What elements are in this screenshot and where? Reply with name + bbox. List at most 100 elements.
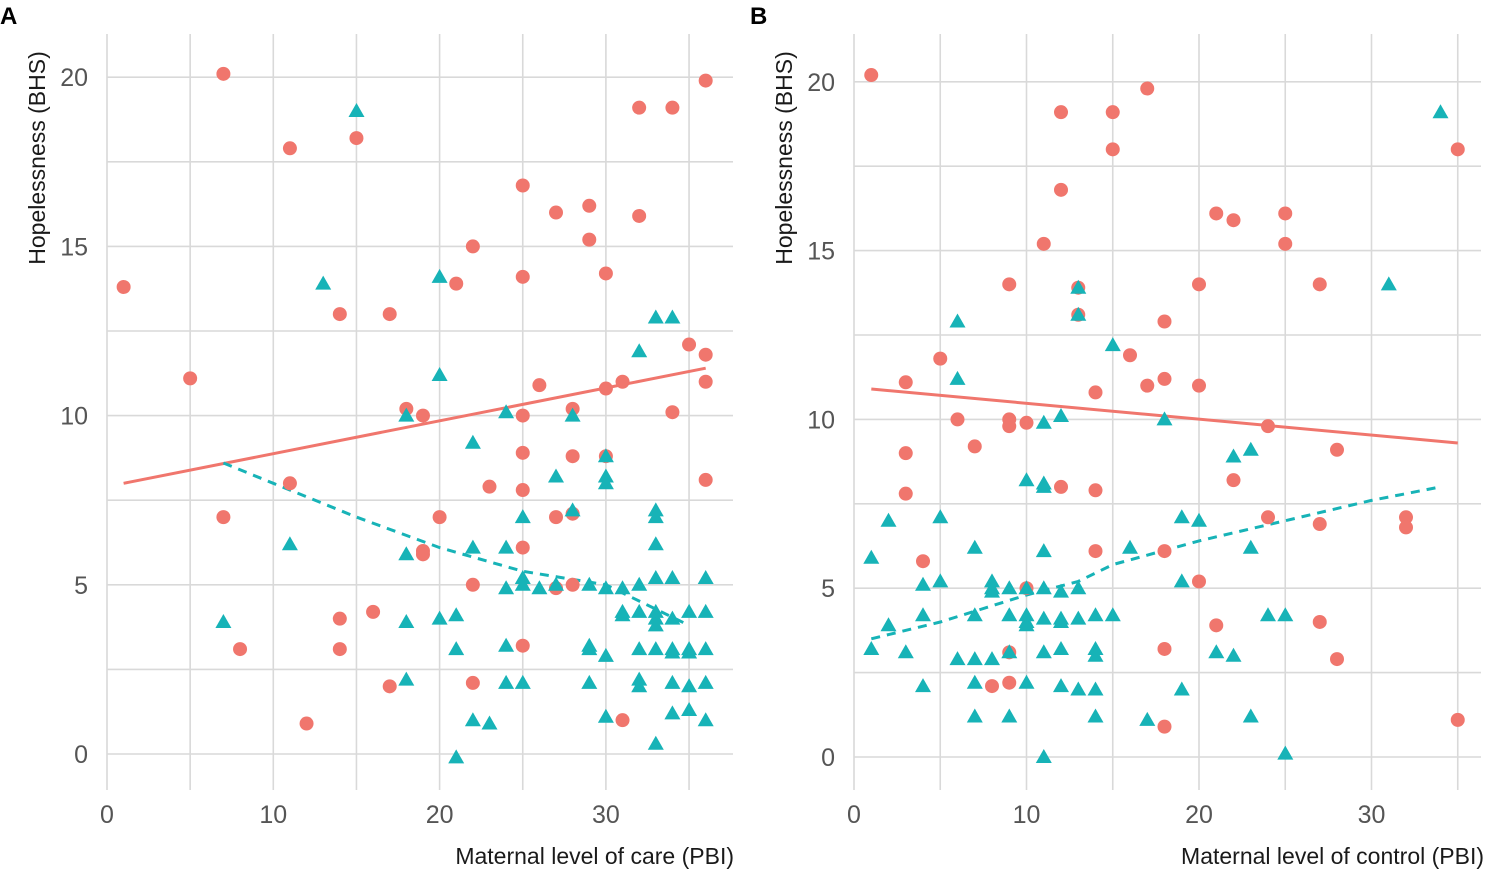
- data-point-circle: [1450, 142, 1465, 157]
- series-group-2: [863, 104, 1449, 763]
- x-axis-label-b: Maternal level of control (PBI): [1181, 843, 1484, 869]
- data-point-triangle: [581, 641, 598, 656]
- data-point-circle: [1002, 675, 1017, 690]
- data-point-circle: [366, 604, 381, 619]
- data-point-triangle: [1225, 647, 1242, 662]
- data-point-triangle: [548, 576, 564, 591]
- data-point-circle: [1088, 385, 1103, 400]
- data-point-triangle: [631, 641, 648, 656]
- data-point-circle: [1209, 206, 1224, 221]
- data-point-triangle: [1208, 644, 1225, 659]
- data-point-circle: [1209, 618, 1224, 633]
- data-point-circle: [1157, 719, 1172, 734]
- data-point-circle: [1312, 517, 1327, 532]
- data-point-circle: [1157, 544, 1172, 559]
- data-point-circle: [565, 449, 580, 464]
- panel-a: A Hopelessness (BHS) Maternal level of c…: [0, 3, 734, 869]
- data-point-triangle: [464, 434, 481, 449]
- data-point-circle: [1278, 236, 1293, 251]
- data-point-circle: [382, 679, 397, 694]
- series-group-1: [864, 68, 1465, 734]
- data-point-circle: [282, 476, 297, 491]
- data-point-triangle: [398, 546, 415, 561]
- y-axis-label-b: Hopelessness (BHS): [771, 51, 797, 264]
- data-point-triangle: [664, 610, 681, 625]
- data-point-circle: [1312, 277, 1327, 292]
- data-point-circle: [1226, 213, 1241, 228]
- data-point-triangle: [564, 502, 581, 517]
- data-point-circle: [1019, 415, 1034, 430]
- data-point-circle: [1330, 652, 1344, 667]
- data-point-circle: [632, 208, 647, 223]
- data-point-circle: [116, 280, 131, 295]
- data-point-circle: [950, 412, 965, 427]
- data-point-circle: [1261, 419, 1275, 434]
- series-group-1: [116, 66, 713, 731]
- data-point-circle: [299, 716, 314, 731]
- panel-label-a: A: [0, 3, 17, 30]
- data-point-triangle: [1053, 678, 1069, 693]
- x-axis-label-a: Maternal level of care (PBI): [455, 843, 734, 869]
- data-point-triangle: [915, 678, 931, 693]
- data-point-triangle: [697, 641, 714, 656]
- data-point-triangle: [564, 407, 581, 422]
- data-point-triangle: [1018, 580, 1035, 595]
- y-tick-label: 0: [74, 741, 88, 769]
- data-point-triangle: [1156, 411, 1173, 426]
- data-point-circle: [515, 178, 530, 193]
- data-point-triangle: [431, 610, 448, 625]
- x-tick-label: 20: [1185, 801, 1213, 829]
- data-point-triangle: [1087, 708, 1104, 723]
- data-point-circle: [582, 198, 597, 213]
- data-point-triangle: [1053, 641, 1069, 655]
- data-point-circle: [1002, 419, 1017, 434]
- data-point-triangle: [498, 539, 515, 554]
- data-point-triangle: [1070, 610, 1087, 625]
- data-point-triangle: [514, 674, 531, 689]
- data-point-circle: [515, 540, 530, 555]
- data-point-triangle: [932, 573, 949, 588]
- data-point-circle: [549, 205, 564, 220]
- data-point-triangle: [1053, 408, 1069, 422]
- data-point-triangle: [1035, 414, 1052, 429]
- data-point-triangle: [1035, 749, 1052, 763]
- data-point-triangle: [966, 651, 983, 666]
- data-point-triangle: [1035, 610, 1052, 625]
- data-point-circle: [1399, 520, 1413, 535]
- data-point-circle: [1157, 314, 1172, 329]
- data-point-circle: [598, 381, 613, 396]
- y-tick-label: 15: [807, 238, 835, 266]
- y-axis-label-a: Hopelessness (BHS): [24, 51, 50, 264]
- data-point-triangle: [464, 712, 481, 727]
- data-point-triangle: [1053, 583, 1069, 598]
- data-point-triangle: [1053, 614, 1069, 628]
- data-point-circle: [1002, 277, 1017, 292]
- data-point-triangle: [1035, 580, 1052, 595]
- data-point-triangle: [1035, 543, 1052, 558]
- data-point-circle: [532, 378, 547, 393]
- data-point-triangle: [1242, 708, 1259, 723]
- data-point-circle: [233, 642, 248, 657]
- data-point-triangle: [647, 641, 664, 656]
- y-tick-label: 5: [821, 575, 835, 603]
- data-point-circle: [183, 371, 198, 386]
- data-point-circle: [898, 375, 913, 390]
- data-point-triangle: [647, 536, 664, 551]
- data-point-circle: [967, 439, 982, 454]
- data-point-circle: [916, 554, 930, 569]
- data-point-triangle: [1001, 607, 1018, 622]
- data-point-triangle: [1104, 607, 1121, 622]
- data-point-circle: [615, 713, 630, 728]
- x-tick-label: 0: [847, 801, 861, 829]
- data-point-triangle: [614, 603, 631, 618]
- data-point-triangle: [531, 580, 548, 595]
- y-tick-label: 15: [60, 233, 88, 261]
- data-point-circle: [1054, 479, 1068, 494]
- data-point-circle: [1140, 81, 1155, 96]
- data-point-circle: [515, 408, 530, 423]
- data-point-triangle: [863, 641, 880, 655]
- data-point-triangle: [1122, 539, 1138, 554]
- data-point-circle: [1088, 544, 1103, 559]
- y-tick-label: 20: [60, 64, 88, 92]
- x-tick-label: 10: [1013, 801, 1041, 829]
